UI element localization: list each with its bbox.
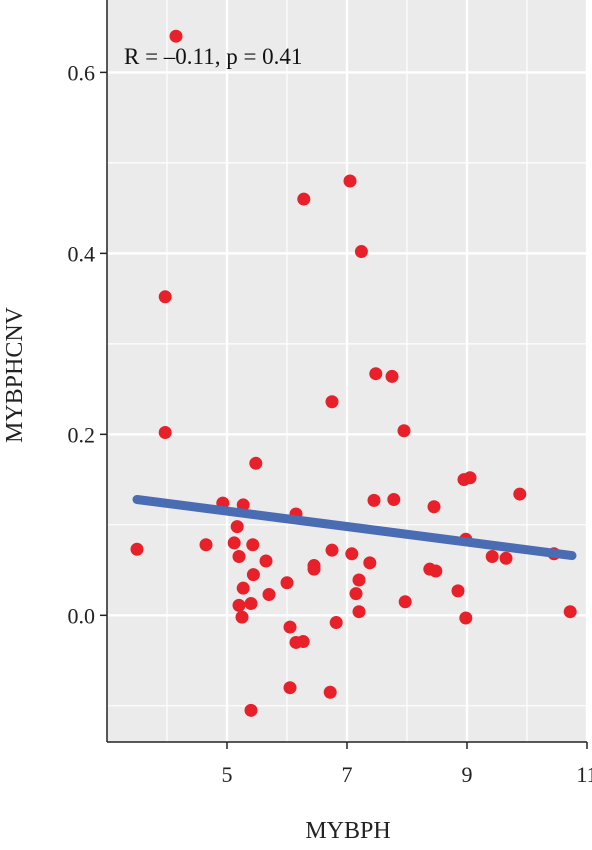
y-tick-label: 0.4	[68, 241, 96, 266]
data-point	[349, 587, 363, 601]
data-point	[325, 395, 339, 409]
data-point	[232, 550, 246, 563]
data-point	[463, 471, 477, 485]
data-point	[230, 520, 244, 534]
data-point	[499, 551, 513, 565]
data-point	[513, 487, 527, 501]
data-point	[249, 456, 263, 470]
x-tick-label: 11	[576, 762, 592, 787]
data-point	[259, 554, 273, 568]
y-tick-label: 0.2	[68, 422, 96, 447]
data-point	[246, 568, 260, 582]
data-point	[563, 605, 577, 619]
data-point	[323, 685, 337, 699]
data-point	[236, 581, 250, 595]
data-point	[343, 174, 357, 188]
data-point	[130, 542, 144, 556]
data-point	[246, 538, 260, 552]
data-point	[244, 703, 258, 717]
data-point	[280, 576, 294, 590]
data-point	[427, 500, 441, 514]
data-point	[232, 598, 246, 612]
data-point	[296, 635, 310, 649]
x-tick-label: 5	[222, 762, 233, 787]
x-tick-label: 9	[462, 762, 473, 787]
data-point	[329, 616, 343, 630]
data-points	[130, 29, 577, 717]
data-point	[369, 367, 383, 381]
data-point	[244, 597, 258, 611]
x-axis-title: MYBPH	[305, 818, 390, 844]
regression-line	[132, 494, 577, 561]
data-point	[385, 369, 399, 383]
data-point	[398, 595, 412, 609]
data-point	[236, 498, 250, 512]
data-point	[363, 556, 377, 570]
data-point	[345, 547, 359, 561]
data-point	[307, 562, 321, 576]
data-point	[199, 538, 213, 552]
data-point	[158, 290, 172, 304]
y-tick-label: 0.0	[68, 603, 96, 628]
correlation-annotation: R = –0.11, p = 0.41	[124, 44, 302, 69]
y-tick-label: 0.6	[68, 60, 96, 85]
data-point	[283, 620, 297, 634]
data-point	[352, 573, 366, 587]
data-point	[485, 550, 499, 563]
data-point	[235, 610, 249, 624]
y-axis-ticks: 0.0 0.2 0.4 0.6	[68, 60, 107, 628]
x-axis-ticks: 5 7 9 11	[222, 742, 592, 787]
data-point	[227, 536, 241, 550]
data-point	[451, 584, 465, 598]
data-point	[397, 424, 411, 438]
y-axis-title: MYBPHCNV	[2, 306, 28, 443]
data-point	[367, 493, 381, 507]
data-point	[297, 192, 311, 206]
data-point	[352, 605, 366, 619]
data-point	[459, 611, 473, 625]
data-point	[283, 681, 297, 695]
data-point	[158, 426, 172, 440]
data-point	[387, 492, 401, 506]
x-tick-label: 7	[342, 762, 353, 787]
data-point	[169, 29, 183, 43]
data-point	[325, 543, 339, 557]
data-point	[262, 588, 276, 602]
data-point	[429, 564, 443, 578]
data-point	[354, 245, 368, 259]
